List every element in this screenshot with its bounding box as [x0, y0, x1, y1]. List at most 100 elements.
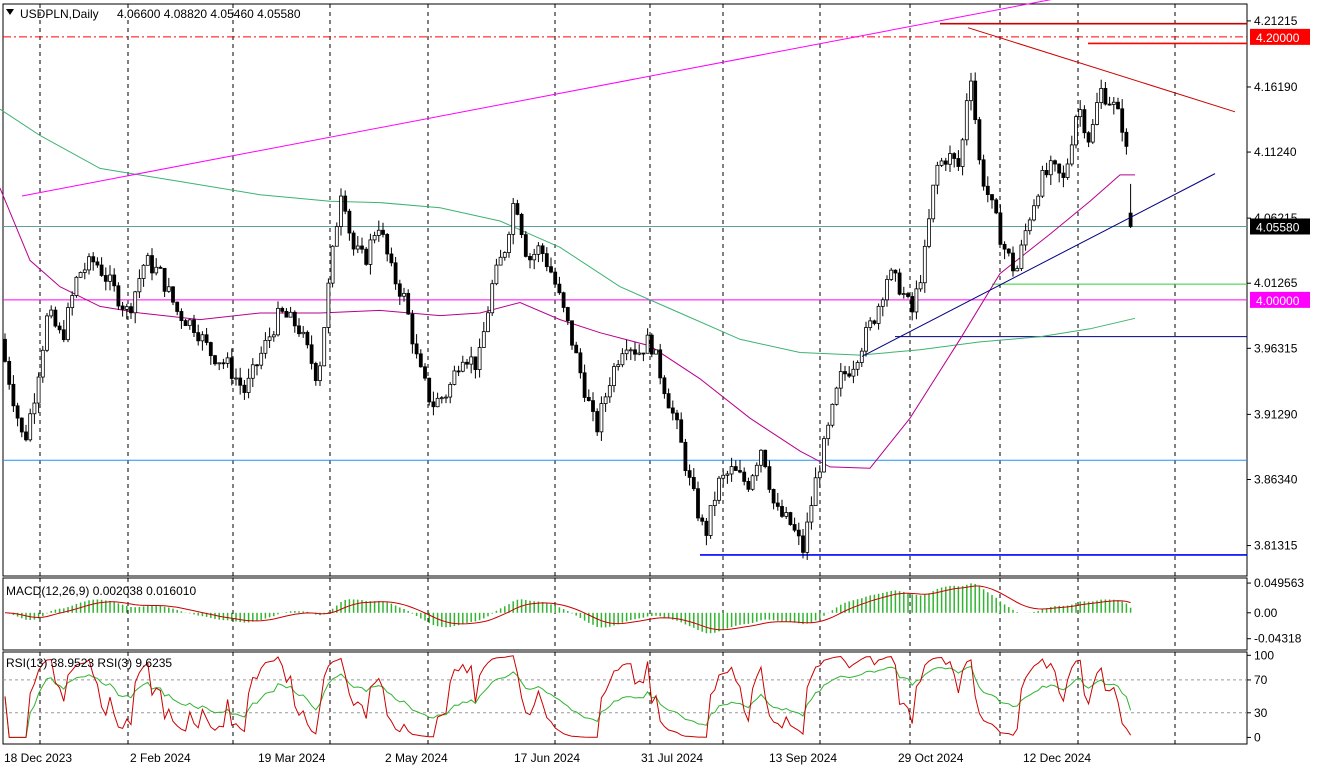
- candle-body: [250, 364, 255, 379]
- candle-body: [1107, 103, 1112, 106]
- candle-body: [74, 276, 79, 296]
- candle-body: [133, 291, 138, 314]
- candle-body: [922, 245, 927, 284]
- symbol-dropdown-icon[interactable]: [6, 9, 14, 15]
- candle-body: [1078, 109, 1083, 118]
- x-axis-label: 2 Feb 2024: [130, 751, 191, 765]
- candle-body: [544, 253, 549, 268]
- price-label-text: 4.20000: [1256, 31, 1300, 45]
- candle-body: [729, 466, 734, 475]
- candle-body: [540, 245, 545, 255]
- price-tick-label: 4.21215: [1254, 14, 1298, 28]
- candle-body: [154, 266, 159, 274]
- ma-slow-line: [0, 108, 1136, 356]
- candle-body: [397, 283, 402, 297]
- candle-body: [943, 160, 948, 165]
- candle-body: [658, 349, 663, 379]
- candle-body: [347, 210, 352, 234]
- candle-body: [948, 153, 952, 165]
- candle-body: [662, 377, 667, 395]
- candle-body: [532, 253, 537, 261]
- candle-body: [339, 195, 343, 227]
- candle-body: [633, 349, 637, 355]
- candle-body: [330, 245, 335, 284]
- rsi-label: RSI(13) 38.9523 RSI(3) 9.6235: [6, 656, 172, 670]
- ma-fast-line: [0, 174, 1135, 469]
- candle-body: [200, 334, 205, 342]
- candle-body: [171, 286, 175, 303]
- candle-body: [162, 267, 167, 292]
- candle-body: [1124, 131, 1129, 147]
- candle-body: [32, 402, 37, 415]
- candle-body: [19, 417, 24, 433]
- rsi-slow-line: [4, 665, 1132, 738]
- candle-body: [700, 517, 705, 522]
- candle-body: [469, 356, 474, 365]
- candle-body: [393, 262, 398, 285]
- candle-body: [313, 363, 318, 382]
- candle-body: [1023, 230, 1028, 246]
- candle-body: [565, 307, 570, 322]
- candle-body: [977, 119, 982, 161]
- x-axis-label: 31 Jul 2024: [641, 751, 703, 765]
- candle-body: [490, 283, 495, 314]
- candle-body: [717, 477, 721, 501]
- candle-body: [523, 234, 528, 257]
- candle-body: [670, 407, 675, 414]
- candle-body: [292, 311, 297, 327]
- x-axis-label: 18 Dec 2023: [4, 751, 72, 765]
- price-label-text: 4.05580: [1256, 220, 1300, 234]
- candle-body: [263, 339, 268, 354]
- macd-panel-frame: [2, 577, 1248, 651]
- trendline[interactable]: [967, 27, 1236, 113]
- candle-body: [549, 266, 553, 273]
- price-label-box: [1250, 291, 1310, 308]
- symbol-label: USDPLN,Daily: [20, 7, 99, 21]
- candle-body: [607, 385, 612, 398]
- candle-body: [82, 269, 87, 273]
- candle-body: [536, 245, 541, 255]
- candle-body: [87, 256, 91, 271]
- candle-body: [150, 255, 154, 274]
- candle-body: [561, 292, 566, 308]
- candle-body: [427, 377, 432, 403]
- candle-body: [502, 252, 507, 258]
- candle-body: [372, 235, 377, 241]
- candle-body: [973, 80, 978, 121]
- trendline[interactable]: [861, 173, 1216, 357]
- price-label-box: [1250, 218, 1310, 235]
- candle-body: [360, 245, 364, 250]
- macd-tick-label: 0.049563: [1254, 576, 1304, 590]
- candle-body: [649, 334, 654, 355]
- candle-body: [175, 301, 180, 312]
- candle-body: [112, 274, 117, 287]
- candle-body: [204, 334, 209, 343]
- candle-body: [620, 353, 625, 366]
- candle-body: [628, 349, 633, 352]
- candle-body: [964, 100, 969, 141]
- candle-body: [759, 449, 763, 466]
- candle-body: [809, 505, 814, 523]
- candle-body: [805, 521, 810, 553]
- candle-body: [78, 272, 83, 278]
- candle-body: [704, 520, 709, 536]
- candle-body: [61, 329, 66, 341]
- candle-body: [141, 264, 146, 279]
- x-axis-label: 12 Dec 2024: [1023, 751, 1091, 765]
- candle-body: [528, 256, 532, 261]
- candle-body: [1036, 195, 1041, 207]
- candle-body: [439, 397, 444, 400]
- candle-body: [889, 269, 894, 280]
- trendline[interactable]: [21, 0, 1090, 197]
- candle-body: [99, 264, 104, 276]
- candle-body: [990, 194, 994, 201]
- macd-signal-line: [4, 585, 1131, 631]
- candle-body: [796, 529, 801, 537]
- candle-body: [771, 488, 776, 504]
- candle-body: [1053, 160, 1057, 165]
- candle-body: [95, 261, 100, 266]
- candle-body: [507, 233, 511, 253]
- candle-body: [28, 413, 33, 441]
